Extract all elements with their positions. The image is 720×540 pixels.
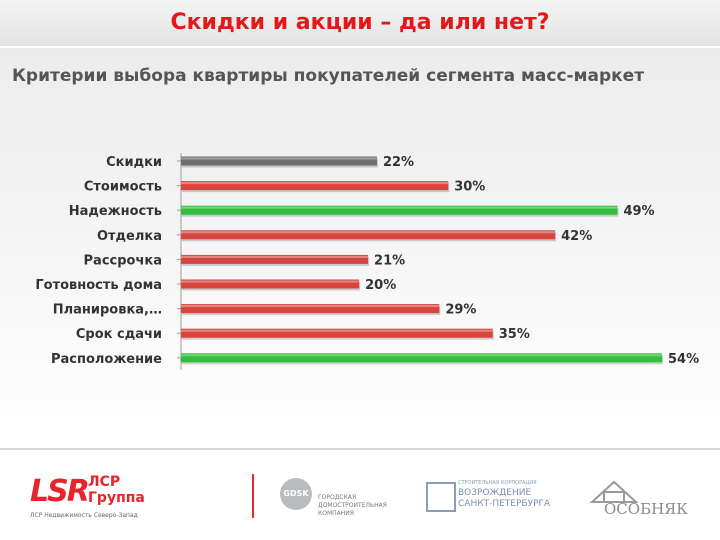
vozrozhdenie-logo: СТРОИТЕЛЬНАЯ КОРПОРАЦИЯ ВОЗРОЖДЕНИЕ САНК… (426, 480, 566, 520)
category-label: Рассрочка (84, 253, 162, 268)
gdsk-text: ГОРОДСКАЯ ДОМОСТРОИТЕЛЬНАЯ КОМПАНИЯ (318, 494, 387, 517)
data-label: 35% (499, 327, 530, 342)
category-label: Готовность дома (35, 278, 162, 293)
data-label: 49% (623, 204, 654, 219)
bar (181, 230, 556, 240)
footer: LSR ЛСР Группа ЛСР Недвижимость Северо-З… (0, 448, 720, 540)
logo-separator (252, 474, 254, 518)
bar (181, 205, 618, 215)
category-label: Скидки (106, 155, 162, 170)
bar-highlight (181, 182, 449, 185)
bar (181, 304, 440, 314)
data-label: 30% (454, 180, 485, 195)
category-label: Стоимость (84, 180, 162, 195)
bar (181, 254, 369, 264)
data-label: 20% (365, 278, 396, 293)
category-label: Планировка,… (53, 303, 162, 318)
chart-area: Критерии выбора квартиры покупателей сег… (0, 48, 720, 448)
mansion-icon (589, 480, 639, 503)
category-label: Срок сдачи (76, 327, 162, 342)
data-label: 54% (668, 352, 699, 367)
data-label: 29% (445, 303, 476, 318)
bar (181, 156, 377, 166)
page-title: Скидки и акции – да или нет? (0, 0, 720, 46)
bar (181, 353, 662, 363)
bar-highlight (181, 206, 618, 209)
bar (181, 181, 449, 191)
data-label: 22% (383, 155, 414, 170)
bar-highlight (181, 255, 369, 258)
osobnyak-text: ОСОБНЯК (604, 500, 688, 518)
osobnyak-logo: ОСОБНЯК (584, 476, 694, 526)
chart-title: Критерии выбора квартиры покупателей сег… (12, 66, 645, 86)
bar (181, 328, 493, 338)
bar-highlight (181, 329, 493, 332)
vozrozhdenie-text: ВОЗРОЖДЕНИЕ САНКТ-ПЕТЕРБУРГА (458, 488, 551, 509)
bar (181, 279, 360, 289)
category-label: Отделка (97, 229, 162, 244)
lsr-name: ЛСР Группа (88, 474, 145, 506)
gdsk-mark: GDSK (280, 478, 312, 510)
building-icon (426, 482, 456, 512)
data-label: 42% (561, 229, 592, 244)
bar-highlight (181, 354, 662, 357)
lsr-mark: LSR (30, 474, 90, 509)
gdsk-logo: GDSK ГОРОДСКАЯ ДОМОСТРОИТЕЛЬНАЯ КОМПАНИЯ (280, 474, 410, 524)
footer-divider (0, 448, 720, 450)
bar-highlight (181, 157, 377, 160)
bar-highlight (181, 231, 556, 234)
lsr-subtitle: ЛСР Недвижимость Северо-Запад (30, 512, 138, 519)
bar-highlight (181, 305, 440, 308)
data-label: 21% (374, 253, 405, 268)
vozrozhdenie-caption: СТРОИТЕЛЬНАЯ КОРПОРАЦИЯ (458, 480, 537, 486)
bar-chart: Скидки 22% Стоимость 30% Надежность 49% Отделк… (35, 153, 699, 370)
category-label: Расположение (51, 352, 162, 367)
lsr-logo: LSR ЛСР Группа ЛСР Недвижимость Северо-З… (30, 470, 180, 519)
bar-highlight (181, 280, 360, 283)
category-label: Надежность (69, 204, 162, 219)
